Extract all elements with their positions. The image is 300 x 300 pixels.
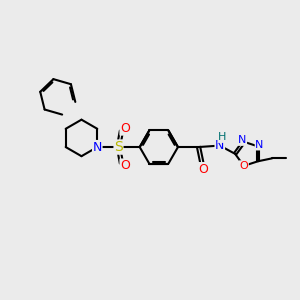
Text: O: O [120, 122, 130, 135]
Text: N: N [255, 140, 264, 150]
Text: O: O [120, 159, 130, 172]
Text: O: O [239, 161, 248, 171]
Text: O: O [198, 163, 208, 176]
Text: N: N [215, 139, 224, 152]
Text: N: N [93, 141, 102, 154]
Text: N: N [238, 135, 247, 145]
Text: S: S [114, 140, 123, 154]
Text: H: H [218, 132, 226, 142]
